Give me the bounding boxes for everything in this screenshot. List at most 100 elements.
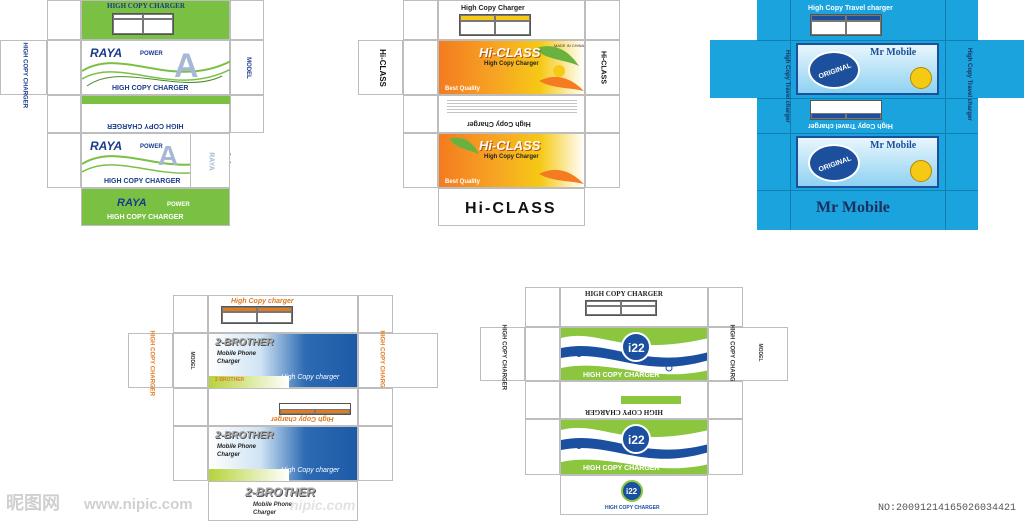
dieline-flap (525, 381, 560, 419)
model-label: MODEL (189, 351, 195, 370)
bottom-panel: 2-BROTHER Mobile Phone Charger (208, 481, 358, 521)
bottom-brand: Mr Mobile (816, 199, 890, 216)
watermark-id: NO:20091214165026034421 (878, 503, 1017, 514)
side-panel-right: HIGH COPY CHARGER MODEL (708, 325, 788, 390)
panel-label: HIGH COPY CHARGER (104, 178, 181, 185)
back-panel: High Copy Charger (438, 95, 585, 133)
bottom-panel: Hi-CLASS (438, 188, 585, 226)
spec-table (585, 300, 657, 316)
panel-label: HIGH COPY CHARGER (112, 85, 189, 92)
badge-text: ORIGINAL (817, 62, 853, 81)
back-panel: HIGH COPY CHARGER (81, 95, 231, 133)
back-label: HIGH COPY CHARGER (585, 408, 663, 416)
front-panel-raya: RAYA POWER A HIGH COPY CHARGER (81, 40, 231, 95)
back-panel: HIGH COPY CHARGER (560, 381, 708, 419)
back-green-strip (82, 96, 231, 104)
badge-text: ORIGINAL (817, 155, 853, 174)
top-panel: High Copy Charger (438, 0, 585, 40)
made-in: MADE IN CHINA (554, 43, 585, 48)
side-panel-left: HIGH COPY CHARGER (128, 331, 173, 396)
gold-seal-icon (910, 67, 932, 89)
line2: Charger (217, 452, 241, 458)
top-label: High Copy Charger (461, 5, 525, 12)
dieline-flap (230, 0, 264, 40)
brand-badge-small: i22 (621, 480, 643, 502)
quality-label: Best Quality (445, 179, 481, 185)
brand-logo: Mr Mobile (870, 140, 917, 151)
side-panel-left: HIGH COPY CHARGER (480, 324, 525, 391)
panel-label: HIGH COPY CHARGER (583, 465, 660, 472)
side-flap (525, 327, 560, 381)
dieline-flap (230, 95, 264, 133)
brand-logo: Mr Mobile (870, 47, 917, 58)
front-panel-i22-2: i22 HIGH COPY CHARGER (560, 419, 708, 475)
panel-label: HIGH COPY CHARGER (583, 372, 660, 379)
lime-strip (209, 469, 289, 481)
side-label: HIGH COPY CHARGER (378, 330, 385, 397)
top-label: High Copy charger (231, 298, 294, 305)
quality-label: Best Quality (445, 86, 481, 92)
line1: Mobile Phone (217, 444, 256, 450)
side-flap (47, 40, 81, 95)
panel-label: High Copy charger (281, 374, 340, 381)
side-brand-panel: RAYA (190, 133, 230, 188)
side-panel-right: HIGH COPY CHARGER (358, 330, 438, 397)
brand-a-mark: A (174, 47, 199, 85)
front-panel-2brother-2: 2-BROTHER Mobile Phone Charger High Copy… (208, 426, 358, 481)
side-brand: RAYA (207, 152, 215, 171)
line2: Charger (217, 359, 241, 365)
top-panel: High Copy charger (208, 295, 358, 333)
swoosh-graphic (82, 60, 231, 87)
line2: Charger (253, 510, 277, 516)
brand-logo: i22 (628, 341, 645, 355)
spec-table-back (810, 100, 882, 120)
dieline-flap (47, 0, 81, 40)
fold-line (757, 98, 978, 99)
front-panel-i22: i22 HIGH COPY CHARGER (560, 327, 708, 381)
dieline-flap (585, 0, 620, 40)
original-badge: ORIGINAL (808, 144, 860, 182)
brand-logo: RAYA (90, 139, 123, 153)
side-label: Hi-CLASS (378, 49, 387, 87)
side-label-right: High Copy Travel charger (966, 48, 972, 121)
dieline-flap (708, 287, 743, 327)
brand-logo: 2-BROTHER (215, 430, 274, 441)
spec-table (112, 13, 174, 35)
side-label: HIGH COPY CHARGER (21, 42, 28, 109)
front-panel-hiclass: Hi-CLASS High Copy Charger Best Quality … (438, 40, 585, 95)
back-label: High Copy charger (271, 415, 334, 422)
flap-label: HIGH COPY CHARGER (107, 214, 184, 221)
top-label: HIGH COPY CHARGER (107, 2, 185, 10)
panel-label: High Copy charger (281, 467, 340, 474)
dieline-flap (358, 426, 393, 481)
brand-logo: i22 (628, 433, 645, 447)
brand-logo: Hi-CLASS (479, 138, 541, 153)
watermark-site-2: nipic.com (290, 497, 356, 513)
brand-logo: Hi-CLASS (479, 45, 541, 60)
back-green-strip (621, 396, 681, 404)
tagline: High Copy Charger (484, 61, 539, 67)
brand-logo: RAYA (90, 46, 123, 60)
model-label: MODEL (757, 343, 763, 362)
green-bottom-panel: RAYA POWER HIGH COPY CHARGER (81, 188, 230, 226)
back-label: High Copy Charger (467, 120, 531, 127)
side-flap: MODEL (173, 333, 208, 388)
brand-logo: RAYA (117, 197, 147, 209)
back-panel: High Copy charger (208, 388, 358, 426)
side-panel-right: Hi-CLASS (585, 40, 620, 95)
front-panel-2brother: 2-BROTHER Mobile Phone Charger 2-BROTHER… (208, 333, 358, 388)
side-label: HIGH COPY CHARGER (500, 324, 507, 391)
line1: Mobile Phone (217, 351, 256, 357)
fold-line (757, 190, 978, 191)
brand-logo: 2-BROTHER (215, 337, 274, 348)
fine-print (447, 100, 577, 114)
fold-line (757, 40, 978, 41)
side-flap (403, 40, 438, 95)
dieline-flap (47, 133, 81, 188)
dieline-flap (585, 95, 620, 133)
front-panel-hiclass-2: Hi-CLASS High Copy Charger Best Quality (438, 133, 585, 188)
side-panel-left: HIGH COPY CHARGER (0, 40, 47, 109)
fold-line (757, 133, 978, 134)
dieline-flap (585, 133, 620, 188)
bottom-brand: 2-BROTHER (245, 485, 316, 499)
